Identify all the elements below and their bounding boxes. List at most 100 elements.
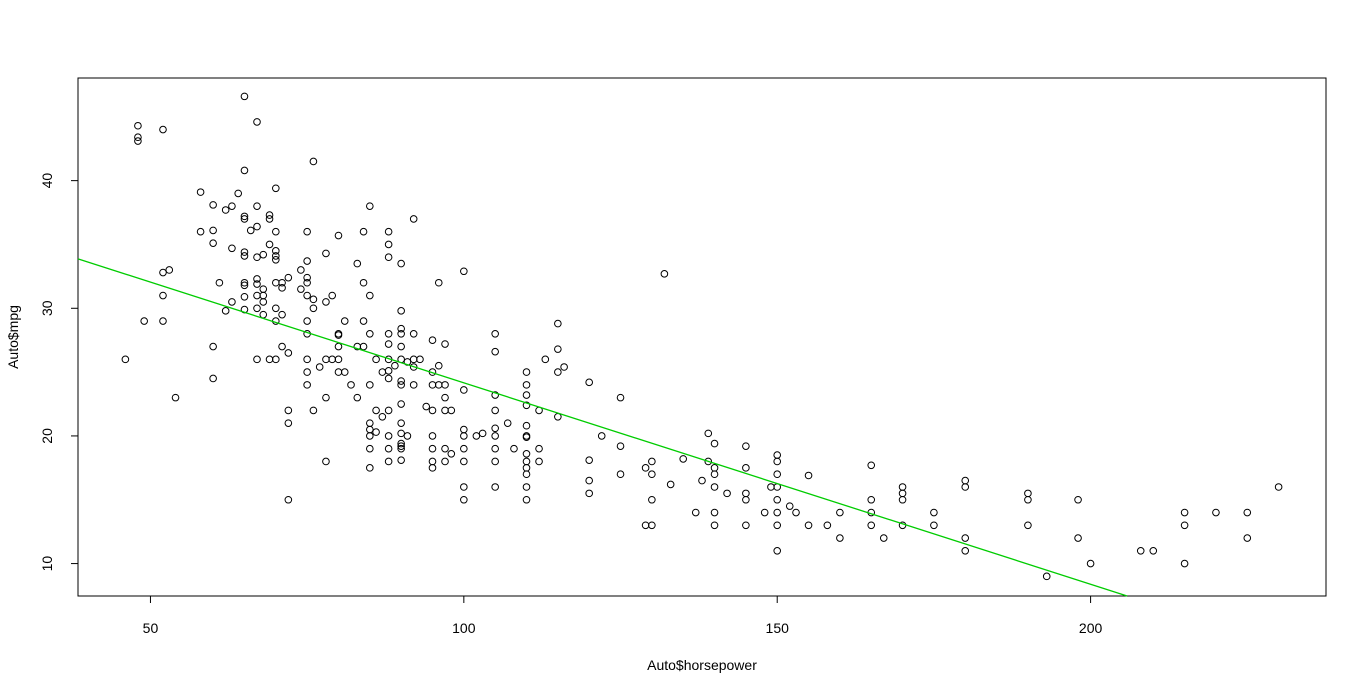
data-point bbox=[397, 377, 405, 385]
data-point bbox=[428, 432, 437, 440]
data-point bbox=[397, 259, 405, 268]
data-point bbox=[359, 227, 368, 236]
data-point bbox=[209, 226, 217, 235]
data-point bbox=[253, 253, 261, 262]
data-point bbox=[234, 189, 242, 198]
data-point bbox=[366, 330, 374, 338]
data-point bbox=[303, 317, 311, 325]
data-point bbox=[384, 457, 393, 466]
data-point bbox=[710, 439, 719, 448]
data-point bbox=[253, 222, 261, 231]
data-point bbox=[434, 278, 443, 287]
data-point bbox=[284, 495, 293, 504]
data-point bbox=[409, 363, 418, 371]
data-point bbox=[1074, 534, 1082, 542]
data-point bbox=[522, 495, 531, 504]
data-point bbox=[240, 215, 249, 223]
data-point bbox=[384, 340, 393, 348]
data-point bbox=[265, 240, 274, 249]
data-point bbox=[272, 184, 280, 193]
data-point bbox=[428, 444, 437, 453]
data-point bbox=[366, 381, 374, 389]
data-point bbox=[836, 508, 844, 517]
x-axis: 50 100 150 200 bbox=[143, 596, 1103, 636]
data-point bbox=[585, 476, 593, 485]
data-point bbox=[522, 391, 531, 399]
data-point bbox=[297, 285, 305, 293]
data-point bbox=[742, 489, 750, 498]
data-point bbox=[560, 363, 568, 371]
data-point bbox=[215, 278, 224, 287]
data-point bbox=[641, 521, 650, 530]
data-point bbox=[773, 508, 782, 517]
data-point bbox=[303, 368, 311, 376]
data-point bbox=[710, 470, 719, 479]
data-point bbox=[1180, 559, 1189, 568]
data-point bbox=[1024, 489, 1032, 498]
data-point bbox=[792, 508, 800, 517]
data-point bbox=[240, 281, 249, 290]
data-point bbox=[460, 483, 468, 491]
data-point bbox=[397, 456, 405, 464]
data-point bbox=[1149, 547, 1158, 555]
data-point bbox=[359, 317, 368, 325]
data-point bbox=[704, 457, 713, 466]
data-point bbox=[272, 247, 280, 255]
data-point bbox=[441, 393, 449, 402]
data-point bbox=[961, 547, 970, 555]
data-point bbox=[384, 253, 393, 262]
y-axis: 10 20 30 40 bbox=[39, 173, 78, 571]
data-point bbox=[272, 227, 280, 236]
data-point bbox=[867, 495, 876, 504]
data-point bbox=[240, 248, 249, 256]
data-point bbox=[491, 444, 499, 453]
data-point bbox=[372, 406, 380, 415]
data-point bbox=[366, 425, 374, 434]
data-point bbox=[1136, 547, 1145, 555]
data-point bbox=[522, 433, 531, 442]
data-point bbox=[259, 285, 268, 293]
data-point bbox=[1024, 521, 1032, 530]
data-point bbox=[315, 363, 324, 371]
data-point bbox=[309, 304, 318, 313]
data-point bbox=[322, 249, 330, 258]
data-point bbox=[159, 291, 167, 300]
data-point bbox=[478, 429, 487, 438]
data-point bbox=[366, 464, 374, 472]
data-point bbox=[836, 534, 844, 542]
data-point bbox=[491, 406, 499, 415]
data-point bbox=[491, 347, 499, 356]
data-point bbox=[785, 502, 794, 510]
x-tick-label: 200 bbox=[1079, 620, 1103, 636]
data-point bbox=[1024, 495, 1032, 504]
data-point bbox=[616, 393, 625, 402]
data-point bbox=[898, 495, 907, 504]
data-point bbox=[409, 215, 418, 223]
data-point bbox=[228, 298, 236, 306]
data-point bbox=[767, 483, 775, 491]
data-point bbox=[961, 476, 970, 485]
data-point bbox=[585, 489, 593, 498]
data-point bbox=[253, 275, 261, 283]
data-point bbox=[303, 278, 311, 287]
data-point bbox=[366, 419, 374, 427]
data-point bbox=[1212, 508, 1220, 517]
data-point bbox=[366, 432, 374, 440]
data-point bbox=[409, 381, 418, 389]
data-point bbox=[272, 252, 280, 260]
data-point bbox=[416, 355, 424, 364]
data-point bbox=[522, 464, 531, 472]
data-point bbox=[867, 521, 876, 530]
x-tick-label: 100 bbox=[452, 620, 476, 636]
data-point bbox=[597, 432, 606, 440]
data-point bbox=[460, 267, 468, 276]
regression-line-layer bbox=[77, 258, 1128, 597]
data-point bbox=[409, 355, 418, 364]
data-point bbox=[1243, 508, 1252, 517]
data-point bbox=[930, 508, 938, 517]
data-point bbox=[196, 227, 205, 236]
data-point bbox=[460, 425, 468, 434]
data-point bbox=[460, 386, 468, 394]
data-point bbox=[384, 374, 393, 383]
data-point bbox=[428, 336, 437, 344]
